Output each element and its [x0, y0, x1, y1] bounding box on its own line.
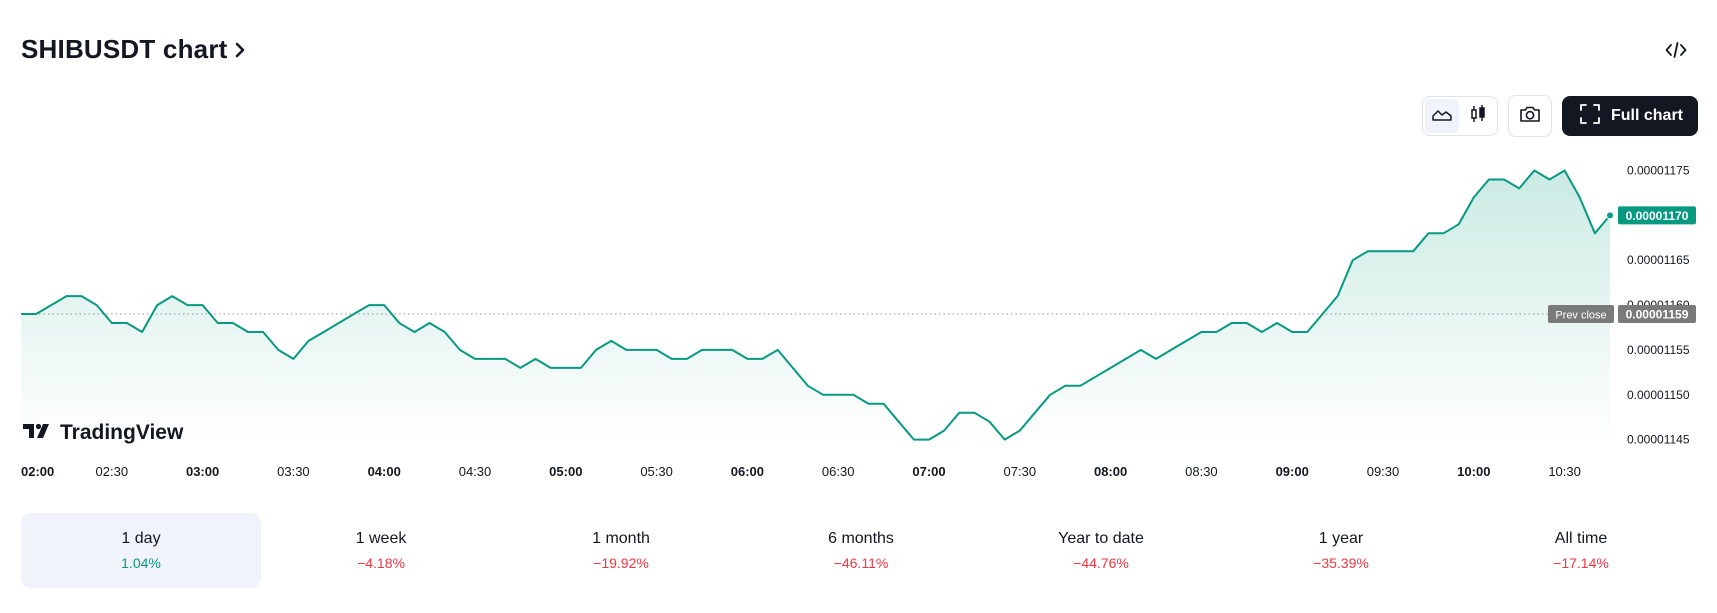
period-tab[interactable]: 1 day 1.04%	[21, 513, 261, 588]
period-change: 1.04%	[121, 555, 161, 571]
prev-close-value: 0.00001159	[1626, 308, 1689, 322]
y-tick-label: 0.00001165	[1627, 253, 1690, 267]
period-tab[interactable]: Year to date −44.76%	[981, 513, 1221, 588]
tradingview-logo-text: TradingView	[60, 421, 184, 444]
period-tab[interactable]: 1 month −19.92%	[501, 513, 741, 588]
x-tick-label: 04:30	[459, 464, 492, 479]
embed-code-button[interactable]	[1660, 38, 1692, 66]
price-chart[interactable]: 0.000011750.000011700.000011650.00001160…	[0, 140, 1717, 485]
page-title: SHIBUSDT chart	[21, 34, 228, 64]
x-tick-label: 05:30	[640, 464, 673, 479]
tradingview-logo-icon	[22, 422, 54, 445]
period-change: −35.39%	[1313, 555, 1369, 571]
series-area-fill	[21, 170, 1610, 445]
period-tab[interactable]: All time −17.14%	[1461, 513, 1701, 588]
x-tick-label: 03:30	[277, 464, 310, 479]
full-chart-button[interactable]: Full chart	[1562, 96, 1699, 136]
fullscreen-icon	[1579, 103, 1601, 130]
x-tick-label: 04:00	[368, 464, 401, 479]
last-price-dot	[1606, 211, 1614, 220]
x-tick-label: 09:00	[1276, 464, 1309, 479]
y-tick-label: 0.00001145	[1627, 433, 1690, 447]
chart-style-toggle	[1422, 96, 1498, 136]
period-selector: 1 day 1.04% 1 week −4.18% 1 month −19.92…	[21, 513, 1701, 588]
period-change: −44.76%	[1073, 555, 1129, 571]
candles-icon	[1467, 103, 1489, 130]
period-tab[interactable]: 1 week −4.18%	[261, 513, 501, 588]
chart-title-link[interactable]: SHIBUSDT chart	[21, 34, 246, 65]
period-tab[interactable]: 6 months −46.11%	[741, 513, 981, 588]
x-tick-label: 09:30	[1367, 464, 1400, 479]
chevron-right-icon	[234, 41, 246, 59]
period-change: −17.14%	[1553, 555, 1609, 571]
y-tick-label: 0.00001175	[1627, 164, 1690, 178]
area-chart-icon	[1431, 105, 1453, 128]
x-tick-label: 06:30	[822, 464, 855, 479]
snapshot-button[interactable]	[1508, 95, 1552, 137]
x-tick-label: 10:30	[1548, 464, 1581, 479]
camera-icon	[1518, 104, 1542, 129]
x-tick-label: 07:30	[1004, 464, 1037, 479]
period-change: −46.11%	[833, 555, 889, 571]
area-style-button[interactable]	[1425, 99, 1459, 133]
last-price-badge	[1618, 206, 1696, 225]
candles-style-button[interactable]	[1461, 99, 1495, 133]
x-tick-label: 02:30	[96, 464, 129, 479]
full-chart-label: Full chart	[1611, 107, 1684, 124]
x-tick-label: 03:00	[186, 464, 219, 479]
period-label: All time	[1554, 530, 1608, 547]
code-icon	[1665, 41, 1687, 64]
prev-close-tag-label: Prev close	[1555, 310, 1606, 322]
chart-toolbar: Full chart	[1422, 95, 1699, 137]
x-tick-label: 02:00	[21, 464, 54, 479]
period-change: −19.92%	[593, 555, 649, 571]
tradingview-logo: TradingView	[22, 421, 183, 445]
period-label: 1 year	[1318, 530, 1364, 547]
period-label: 1 month	[592, 530, 650, 547]
period-label: 6 months	[828, 530, 894, 547]
period-label: 1 week	[355, 530, 407, 547]
period-label: 1 day	[121, 530, 161, 547]
x-tick-label: 06:00	[731, 464, 764, 479]
y-tick-label: 0.00001150	[1627, 388, 1690, 402]
x-tick-label: 08:00	[1094, 464, 1127, 479]
y-tick-label: 0.00001155	[1627, 343, 1690, 357]
x-tick-label: 08:30	[1185, 464, 1218, 479]
series-line	[21, 169, 1611, 441]
x-tick-label: 07:00	[912, 464, 945, 479]
prev-close-tag	[1548, 305, 1614, 324]
prev-close-badge	[1618, 305, 1696, 324]
last-price-label: 0.00001170	[1626, 209, 1689, 223]
x-tick-label: 05:00	[549, 464, 582, 479]
period-tab[interactable]: 1 year −35.39%	[1221, 513, 1461, 588]
x-tick-label: 10:00	[1457, 464, 1490, 479]
period-label: Year to date	[1058, 530, 1144, 547]
period-change: −4.18%	[357, 555, 405, 571]
